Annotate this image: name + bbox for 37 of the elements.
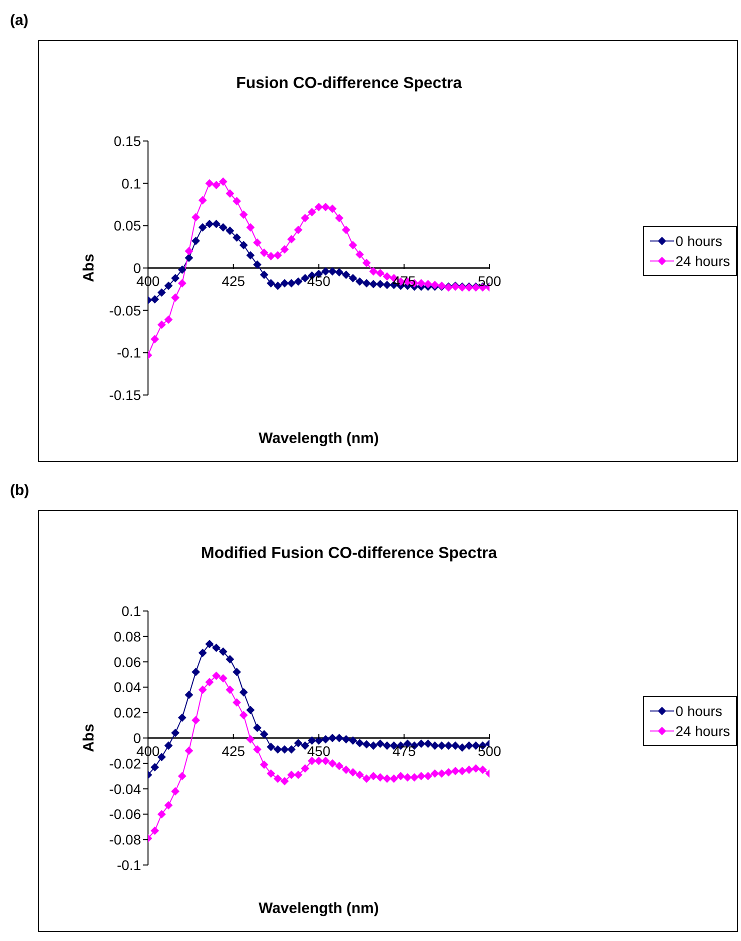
y-tick-label: 0.02: [114, 704, 142, 721]
text: (a): [10, 12, 28, 29]
x-axis-title: Wavelength (nm): [258, 430, 379, 447]
legend-label: 24 hours: [676, 253, 730, 269]
y-tick-label: 0.04: [114, 679, 142, 696]
x-tick-label: 475: [392, 743, 416, 759]
y-tick-label: 0: [133, 260, 142, 276]
legend-label: 0 hours: [676, 703, 722, 719]
y-tick-label: 0.1: [122, 602, 142, 619]
y-tick-label: 0.06: [114, 654, 142, 670]
y-axis-title: Abs: [80, 724, 98, 752]
x-tick-label: 500: [478, 273, 502, 289]
y-tick-label: -0.1: [116, 344, 142, 361]
x-axis-title: Wavelength (nm): [258, 900, 379, 917]
y-tick-label: -0.15: [109, 386, 142, 403]
text: (b): [10, 482, 30, 499]
y-tick-label: 0: [133, 730, 142, 746]
y-axis-title: Abs: [80, 254, 98, 282]
y-tick-label: -0.02: [109, 755, 142, 772]
y-tick-label: 0.08: [114, 628, 142, 644]
y-tick-label: -0.04: [109, 780, 142, 797]
y-tick-label: -0.1: [116, 856, 142, 873]
chart-title: Fusion CO-difference Spectra: [235, 75, 463, 93]
y-tick-label: -0.08: [109, 832, 142, 848]
y-tick-label: -0.06: [109, 806, 142, 822]
y-tick-label: 0.1: [122, 175, 142, 192]
x-tick-label: 425: [222, 273, 246, 289]
x-tick-label: 425: [222, 743, 246, 759]
legend-label: 0 hours: [676, 233, 722, 249]
y-tick-label: 0.15: [114, 132, 142, 149]
y-tick-label: -0.05: [109, 302, 142, 318]
chart-title: Modified Fusion CO-difference Spectra: [200, 545, 498, 563]
legend-label: 24 hours: [676, 723, 730, 739]
x-tick-label: 450: [307, 743, 331, 759]
x-tick-label: 450: [307, 273, 331, 289]
y-tick-label: 0.05: [114, 218, 142, 234]
x-tick-label: 500: [478, 743, 502, 759]
